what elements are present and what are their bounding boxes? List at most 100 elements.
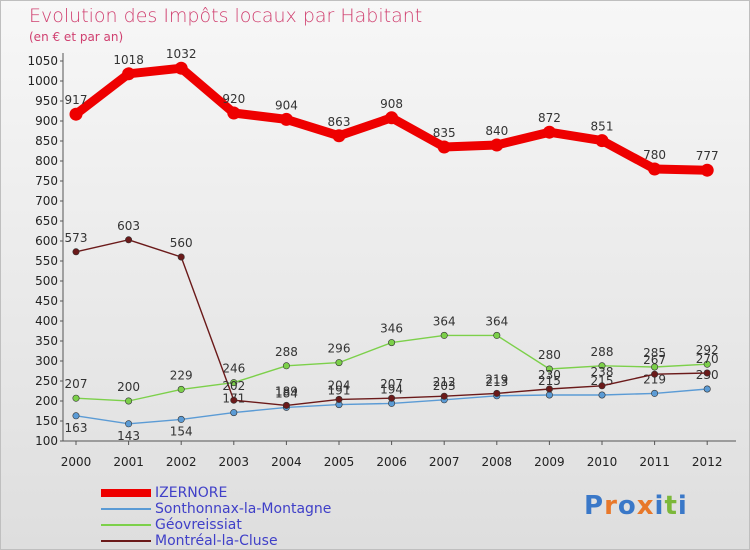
data-label: 872 <box>538 111 561 125</box>
y-tick-label: 900 <box>35 114 58 128</box>
data-label: 207 <box>65 377 88 391</box>
data-point <box>388 394 396 402</box>
legend-swatch-geovreissiat <box>101 524 151 526</box>
data-label: 246 <box>222 362 245 376</box>
data-label: 573 <box>65 231 88 245</box>
data-label: 163 <box>65 421 88 435</box>
data-point <box>72 248 80 256</box>
y-tick-label: 250 <box>35 374 58 388</box>
data-point <box>388 339 396 347</box>
y-tick-label: 500 <box>35 274 58 288</box>
chart-subtitle: (en € et par an) <box>29 30 124 44</box>
data-label: 189 <box>275 384 298 398</box>
data-label: 285 <box>643 346 666 360</box>
x-tick-label: 2008 <box>482 455 513 469</box>
legend-label: Sonthonnax-la-Montagne <box>155 501 332 517</box>
data-point <box>122 67 136 81</box>
data-point <box>72 394 80 402</box>
data-label: 288 <box>275 345 298 359</box>
data-label: 851 <box>591 120 614 134</box>
data-point <box>72 412 80 420</box>
data-label: 292 <box>696 343 719 357</box>
data-label: 917 <box>65 93 88 107</box>
logo-letter: o <box>617 491 637 521</box>
x-tick-label: 2006 <box>376 455 407 469</box>
data-label: 288 <box>591 345 614 359</box>
data-label: 835 <box>433 126 456 140</box>
data-point <box>335 395 343 403</box>
data-point <box>703 369 711 377</box>
data-point <box>648 162 662 176</box>
data-label: 560 <box>170 236 193 250</box>
data-label: 364 <box>485 314 508 328</box>
data-point <box>282 362 290 370</box>
y-tick-label: 300 <box>35 354 58 368</box>
x-tick-label: 2001 <box>113 455 144 469</box>
data-label: 143 <box>117 429 140 443</box>
data-point <box>440 331 448 339</box>
x-tick-label: 2003 <box>219 455 250 469</box>
x-tick-label: 2002 <box>166 455 197 469</box>
data-point <box>177 415 185 423</box>
legend-label: Géovreissiat <box>155 517 242 533</box>
data-point <box>493 389 501 397</box>
data-point <box>651 363 659 371</box>
x-tick-label: 2009 <box>534 455 565 469</box>
y-tick-label: 1000 <box>27 74 58 88</box>
data-point <box>335 359 343 367</box>
logo-letter: t <box>664 491 678 521</box>
y-tick-label: 850 <box>35 134 58 148</box>
legend-label: Montréal-la-Cluse <box>155 533 278 549</box>
x-tick-label: 2007 <box>429 455 460 469</box>
legend-swatch-sonthonnax <box>101 508 151 510</box>
data-label: 296 <box>328 342 351 356</box>
data-label: 904 <box>275 98 298 112</box>
data-point <box>595 134 609 148</box>
y-tick-label: 150 <box>35 414 58 428</box>
data-label: 194 <box>380 382 403 396</box>
data-point <box>703 360 711 368</box>
data-label: 270 <box>696 352 719 366</box>
data-point <box>437 140 451 154</box>
data-label: 238 <box>591 365 614 379</box>
data-label: 908 <box>380 97 403 111</box>
data-label: 203 <box>433 379 456 393</box>
data-label: 346 <box>380 322 403 336</box>
logo-letter: P <box>584 491 605 521</box>
data-label: 364 <box>433 314 456 328</box>
data-label: 777 <box>696 149 719 163</box>
y-tick-label: 200 <box>35 394 58 408</box>
data-point <box>545 365 553 373</box>
y-tick-label: 950 <box>35 94 58 108</box>
legend-label: IZERNORE <box>155 485 228 501</box>
data-point <box>598 391 606 399</box>
y-tick-label: 700 <box>35 194 58 208</box>
data-label: 215 <box>538 374 561 388</box>
data-point <box>282 401 290 409</box>
data-label: 191 <box>328 384 351 398</box>
data-label: 1032 <box>166 47 197 61</box>
data-label: 603 <box>117 219 140 233</box>
data-point <box>125 420 133 428</box>
legend-swatch-montreal <box>101 540 151 542</box>
y-tick-label: 600 <box>35 234 58 248</box>
y-tick-label: 1050 <box>27 54 58 68</box>
data-point <box>493 331 501 339</box>
legend-swatch-izernore <box>101 489 151 497</box>
data-point <box>230 379 238 387</box>
logo-letter: i <box>654 491 665 521</box>
data-point <box>230 396 238 404</box>
data-point <box>69 107 83 121</box>
data-point <box>385 111 399 125</box>
data-point <box>227 106 241 120</box>
data-point <box>177 253 185 261</box>
logo-letter: x <box>636 491 655 521</box>
data-point <box>598 382 606 390</box>
data-point <box>125 397 133 405</box>
data-label: 204 <box>328 378 351 392</box>
data-label: 863 <box>328 115 351 129</box>
data-label: 840 <box>485 124 508 138</box>
data-label: 184 <box>275 386 298 400</box>
